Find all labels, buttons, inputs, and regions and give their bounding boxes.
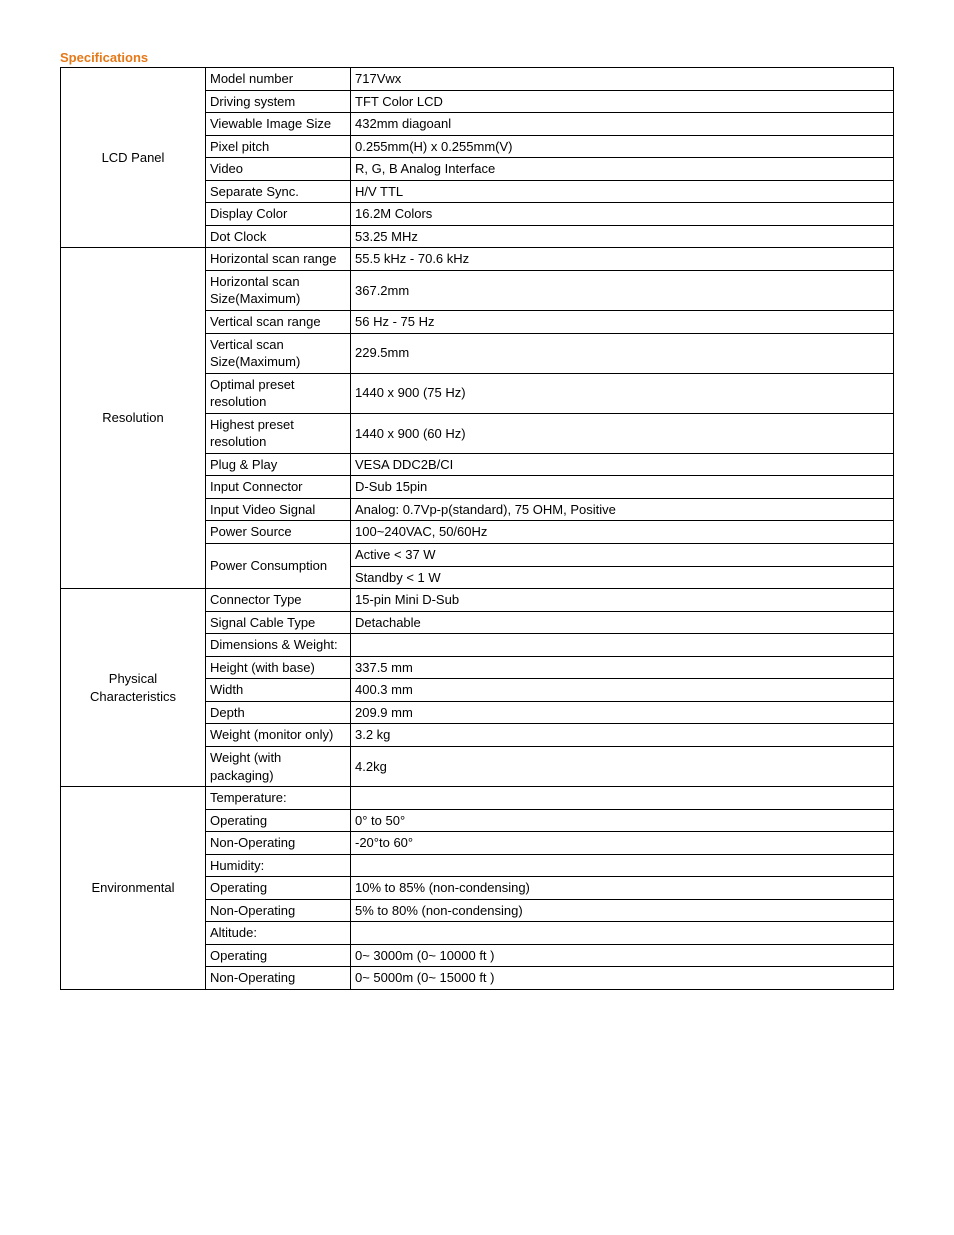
spec-value: 1440 x 900 (75 Hz) <box>351 373 894 413</box>
spec-label: Temperature: <box>206 787 351 810</box>
spec-value: 10% to 85% (non-condensing) <box>351 877 894 900</box>
spec-value: 4.2kg <box>351 746 894 786</box>
spec-label: Dimensions & Weight: <box>206 634 351 657</box>
page-title: Specifications <box>60 50 894 65</box>
spec-label: Input Connector <box>206 476 351 499</box>
spec-label: Operating <box>206 944 351 967</box>
spec-label: Vertical scan range <box>206 311 351 334</box>
spec-label: Horizontal scan Size(Maximum) <box>206 270 351 310</box>
spec-value: 0° to 50° <box>351 809 894 832</box>
spec-value: 5% to 80% (non-condensing) <box>351 899 894 922</box>
spec-label: Non-Operating <box>206 832 351 855</box>
spec-value: R, G, B Analog Interface <box>351 158 894 181</box>
spec-value: D-Sub 15pin <box>351 476 894 499</box>
spec-value: TFT Color LCD <box>351 90 894 113</box>
group-0: LCD Panel <box>61 68 206 248</box>
spec-label: Driving system <box>206 90 351 113</box>
spec-value: 55.5 kHz - 70.6 kHz <box>351 248 894 271</box>
spec-value: 15-pin Mini D-Sub <box>351 589 894 612</box>
group-2: Physical Characteristics <box>61 589 206 787</box>
spec-value: 1440 x 900 (60 Hz) <box>351 413 894 453</box>
spec-value: 16.2M Colors <box>351 203 894 226</box>
spec-label: Weight (with packaging) <box>206 746 351 786</box>
spec-label: Viewable Image Size <box>206 113 351 136</box>
spec-value: 717Vwx <box>351 68 894 91</box>
spec-label: Input Video Signal <box>206 498 351 521</box>
spec-value <box>351 854 894 877</box>
spec-value <box>351 922 894 945</box>
spec-label: Vertical scan Size(Maximum) <box>206 333 351 373</box>
spec-label: Width <box>206 679 351 702</box>
spec-label: Horizontal scan range <box>206 248 351 271</box>
spec-label: Height (with base) <box>206 656 351 679</box>
spec-value: Detachable <box>351 611 894 634</box>
spec-value: 337.5 mm <box>351 656 894 679</box>
spec-value: 432mm diagoanl <box>351 113 894 136</box>
spec-value: 209.9 mm <box>351 701 894 724</box>
spec-value: 53.25 MHz <box>351 225 894 248</box>
spec-value: 0~ 5000m (0~ 15000 ft ) <box>351 967 894 990</box>
spec-label: Connector Type <box>206 589 351 612</box>
group-3: Environmental <box>61 787 206 990</box>
spec-table: LCD PanelModel number717VwxDriving syste… <box>60 67 894 990</box>
spec-label: Non-Operating <box>206 899 351 922</box>
spec-label: Display Color <box>206 203 351 226</box>
spec-label: Weight (monitor only) <box>206 724 351 747</box>
spec-value: H/V TTL <box>351 180 894 203</box>
spec-value: Standby < 1 W <box>351 566 894 589</box>
spec-value: 367.2mm <box>351 270 894 310</box>
spec-label: Optimal preset resolution <box>206 373 351 413</box>
spec-label: Non-Operating <box>206 967 351 990</box>
spec-value: 100~240VAC, 50/60Hz <box>351 521 894 544</box>
spec-label: Depth <box>206 701 351 724</box>
spec-label: Humidity: <box>206 854 351 877</box>
spec-label: Highest preset resolution <box>206 413 351 453</box>
spec-label: Video <box>206 158 351 181</box>
spec-label: Dot Clock <box>206 225 351 248</box>
spec-label: Pixel pitch <box>206 135 351 158</box>
spec-value: 0~ 3000m (0~ 10000 ft ) <box>351 944 894 967</box>
spec-value: Analog: 0.7Vp-p(standard), 75 OHM, Posit… <box>351 498 894 521</box>
spec-label: Power Consumption <box>206 544 351 589</box>
spec-label: Signal Cable Type <box>206 611 351 634</box>
spec-label: Operating <box>206 877 351 900</box>
spec-value <box>351 787 894 810</box>
group-1: Resolution <box>61 248 206 589</box>
spec-value: VESA DDC2B/CI <box>351 453 894 476</box>
spec-label: Separate Sync. <box>206 180 351 203</box>
spec-value: 56 Hz - 75 Hz <box>351 311 894 334</box>
spec-value: 3.2 kg <box>351 724 894 747</box>
spec-label: Altitude: <box>206 922 351 945</box>
spec-value <box>351 634 894 657</box>
spec-value: 0.255mm(H) x 0.255mm(V) <box>351 135 894 158</box>
spec-value: 229.5mm <box>351 333 894 373</box>
spec-value: Active < 37 W <box>351 544 894 567</box>
spec-label: Model number <box>206 68 351 91</box>
spec-value: 400.3 mm <box>351 679 894 702</box>
spec-value: -20°to 60° <box>351 832 894 855</box>
spec-label: Operating <box>206 809 351 832</box>
spec-label: Plug & Play <box>206 453 351 476</box>
spec-label: Power Source <box>206 521 351 544</box>
